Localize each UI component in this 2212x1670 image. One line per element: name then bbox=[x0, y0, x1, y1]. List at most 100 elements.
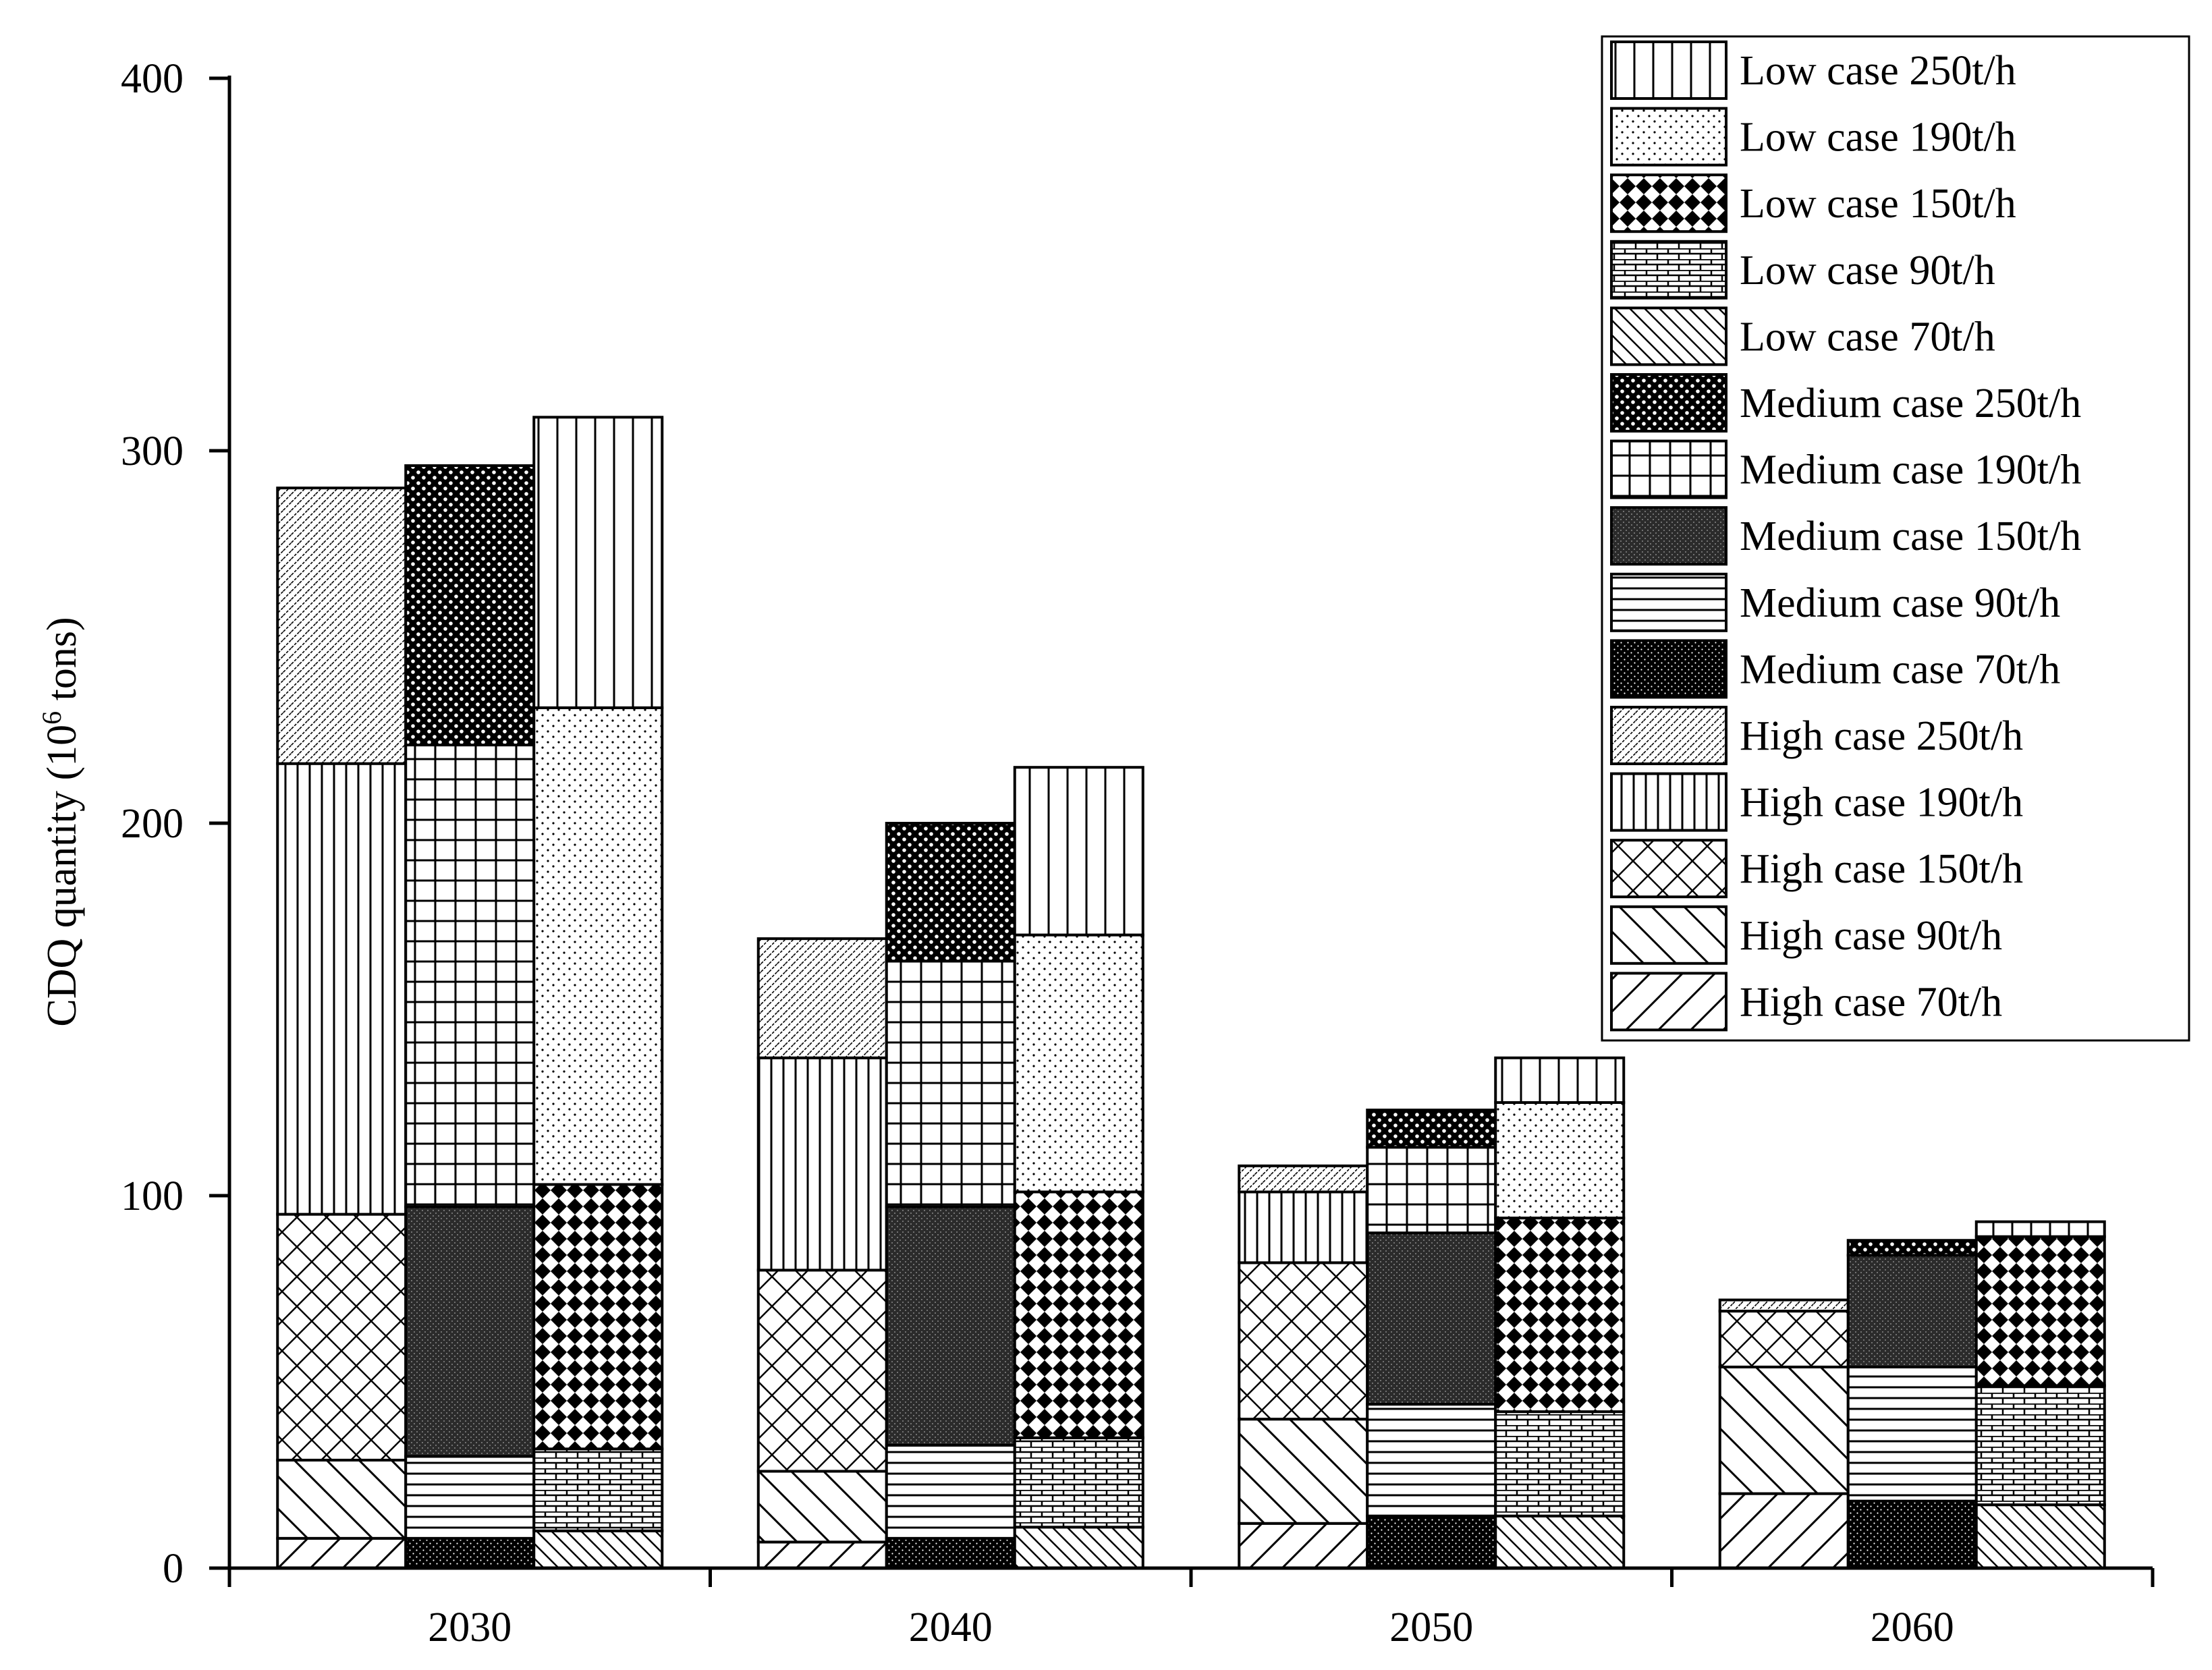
y-tick-label: 0 bbox=[163, 1546, 184, 1592]
bar-high-case-250t-h-2060 bbox=[1718, 1298, 1850, 1313]
bar-low-case-70t-h-2030 bbox=[532, 1529, 664, 1570]
bar-low-case-90t-h-2050 bbox=[1494, 1410, 1626, 1518]
bar-medium-case-70t-h-2050 bbox=[1366, 1514, 1497, 1569]
legend-label-low-case-70t-h: Low case 70t/h bbox=[1740, 314, 1995, 360]
legend-label-low-case-150t-h: Low case 150t/h bbox=[1740, 181, 2016, 227]
bar-high-case-70t-h-2040 bbox=[756, 1540, 888, 1570]
bar-high-case-190t-h-2050 bbox=[1238, 1190, 1369, 1264]
axes: 0 100 200 300 400 2030 2040 2050 2060 CDQ quant… bbox=[36, 56, 2155, 1650]
bar-low-case-250t-h-2060 bbox=[1974, 1220, 2106, 1238]
legend-swatch-low-case-190t-h bbox=[1610, 107, 1727, 167]
bars-layer bbox=[276, 416, 2106, 1570]
bar-low-case-90t-h-2030 bbox=[532, 1447, 664, 1532]
bar-high-case-150t-h-2050 bbox=[1238, 1261, 1369, 1421]
legend-swatch-medium-case-70t-h bbox=[1610, 639, 1727, 699]
bar-high-case-190t-h-2030 bbox=[276, 762, 408, 1216]
y-tick-label: 200 bbox=[121, 801, 184, 847]
y-tick-label: 100 bbox=[121, 1173, 184, 1219]
legend-swatch-high-case-250t-h bbox=[1610, 706, 1727, 765]
legend: Low case 250t/h Low case 190t/h Low case 1… bbox=[1601, 35, 2190, 1042]
legend-swatch-low-case-150t-h bbox=[1610, 173, 1727, 233]
bar-low-case-150t-h-2060 bbox=[1974, 1235, 2106, 1387]
y-axis-title: CDQ quantity (106 tons) bbox=[36, 617, 86, 1026]
bar-low-case-190t-h-2040 bbox=[1013, 933, 1144, 1194]
bar-low-case-250t-h-2040 bbox=[1013, 766, 1144, 937]
bar-medium-case-70t-h-2030 bbox=[404, 1536, 536, 1570]
legend-label-high-case-190t-h: High case 190t/h bbox=[1740, 780, 2023, 826]
bar-high-case-250t-h-2050 bbox=[1238, 1164, 1369, 1194]
bar-medium-case-250t-h-2030 bbox=[404, 464, 536, 747]
bar-medium-case-90t-h-2050 bbox=[1366, 1403, 1497, 1518]
y-tick-label: 300 bbox=[121, 428, 184, 474]
bar-high-case-90t-h-2050 bbox=[1238, 1418, 1369, 1525]
legend-swatch-medium-case-190t-h bbox=[1610, 439, 1727, 499]
legend-swatch-high-case-150t-h bbox=[1610, 839, 1727, 899]
legend-swatch-high-case-90t-h bbox=[1610, 905, 1727, 965]
legend-swatch-high-case-70t-h bbox=[1610, 972, 1727, 1032]
bar-high-case-250t-h-2040 bbox=[756, 937, 888, 1059]
bar-medium-case-70t-h-2060 bbox=[1846, 1499, 1978, 1569]
bar-low-case-90t-h-2060 bbox=[1974, 1384, 2106, 1507]
x-tick-label-2040: 2040 bbox=[909, 1605, 993, 1650]
bar-high-case-70t-h-2050 bbox=[1238, 1522, 1369, 1570]
legend-label-high-case-250t-h: High case 250t/h bbox=[1740, 713, 2023, 759]
legend-label-high-case-70t-h: High case 70t/h bbox=[1740, 979, 2002, 1025]
legend-label-low-case-90t-h: Low case 90t/h bbox=[1740, 248, 1995, 294]
bar-medium-case-150t-h-2060 bbox=[1846, 1254, 1978, 1368]
x-ticks: 2030 2040 2050 2060 bbox=[227, 1568, 2155, 1650]
y-tick-label: 400 bbox=[121, 56, 184, 102]
legend-label-medium-case-150t-h: Medium case 150t/h bbox=[1740, 513, 2081, 559]
y-axis-title-superscript: 6 bbox=[36, 711, 67, 725]
x-tick-label-2060: 2060 bbox=[1871, 1605, 1954, 1650]
bar-low-case-70t-h-2060 bbox=[1974, 1503, 2106, 1569]
bar-low-case-90t-h-2040 bbox=[1013, 1436, 1144, 1529]
bar-low-case-70t-h-2050 bbox=[1494, 1514, 1626, 1569]
bar-low-case-150t-h-2050 bbox=[1494, 1217, 1626, 1414]
legend-label-low-case-250t-h: Low case 250t/h bbox=[1740, 48, 2016, 94]
bar-low-case-190t-h-2050 bbox=[1494, 1101, 1626, 1220]
bar-medium-case-190t-h-2040 bbox=[885, 959, 1016, 1208]
bar-medium-case-150t-h-2040 bbox=[885, 1205, 1016, 1447]
bar-low-case-70t-h-2040 bbox=[1013, 1526, 1144, 1570]
bar-high-case-90t-h-2030 bbox=[276, 1458, 408, 1540]
legend-label-high-case-90t-h: High case 90t/h bbox=[1740, 913, 2002, 959]
bar-medium-case-250t-h-2060 bbox=[1846, 1239, 1978, 1257]
legend-label-medium-case-90t-h: Medium case 90t/h bbox=[1740, 580, 2060, 626]
bar-medium-case-90t-h-2030 bbox=[404, 1455, 536, 1540]
bar-medium-case-90t-h-2040 bbox=[885, 1443, 1016, 1540]
bar-low-case-250t-h-2030 bbox=[532, 416, 664, 709]
bar-low-case-150t-h-2040 bbox=[1013, 1190, 1144, 1439]
legend-label-medium-case-250t-h: Medium case 250t/h bbox=[1740, 381, 2081, 426]
legend-swatch-medium-case-150t-h bbox=[1610, 506, 1727, 566]
x-tick-label-2030: 2030 bbox=[428, 1605, 511, 1650]
legend-label-low-case-190t-h: Low case 190t/h bbox=[1740, 115, 2016, 161]
bar-high-case-150t-h-2040 bbox=[756, 1269, 888, 1473]
bar-high-case-250t-h-2030 bbox=[276, 486, 408, 765]
bar-low-case-250t-h-2050 bbox=[1494, 1056, 1626, 1105]
bar-high-case-70t-h-2030 bbox=[276, 1536, 408, 1570]
bar-medium-case-190t-h-2030 bbox=[404, 744, 536, 1208]
bar-low-case-150t-h-2030 bbox=[532, 1183, 664, 1451]
legend-swatch-medium-case-90t-h bbox=[1610, 572, 1727, 632]
legend-label-medium-case-70t-h: Medium case 70t/h bbox=[1740, 646, 2060, 692]
bar-medium-case-190t-h-2050 bbox=[1366, 1146, 1497, 1235]
bar-high-case-150t-h-2030 bbox=[276, 1213, 408, 1462]
bar-high-case-190t-h-2040 bbox=[756, 1056, 888, 1272]
legend-swatch-low-case-90t-h bbox=[1610, 240, 1727, 300]
bar-high-case-150t-h-2060 bbox=[1718, 1310, 1850, 1368]
y-ticks: 0 100 200 300 400 bbox=[121, 56, 229, 1592]
legend-label-medium-case-190t-h: Medium case 190t/h bbox=[1740, 447, 2081, 493]
legend-swatch-low-case-250t-h bbox=[1610, 40, 1727, 100]
bar-medium-case-150t-h-2030 bbox=[404, 1205, 536, 1458]
legend-label-high-case-150t-h: High case 150t/h bbox=[1740, 846, 2023, 892]
legend-swatch-medium-case-250t-h bbox=[1610, 373, 1727, 433]
bar-high-case-70t-h-2060 bbox=[1718, 1492, 1850, 1570]
bar-medium-case-150t-h-2050 bbox=[1366, 1231, 1497, 1406]
bar-high-case-90t-h-2060 bbox=[1718, 1365, 1850, 1495]
legend-swatch-high-case-190t-h bbox=[1610, 772, 1727, 832]
bar-medium-case-250t-h-2040 bbox=[885, 822, 1016, 963]
bar-high-case-90t-h-2040 bbox=[756, 1470, 888, 1544]
bar-medium-case-70t-h-2040 bbox=[885, 1536, 1016, 1570]
x-tick-label-2050: 2050 bbox=[1389, 1605, 1473, 1650]
